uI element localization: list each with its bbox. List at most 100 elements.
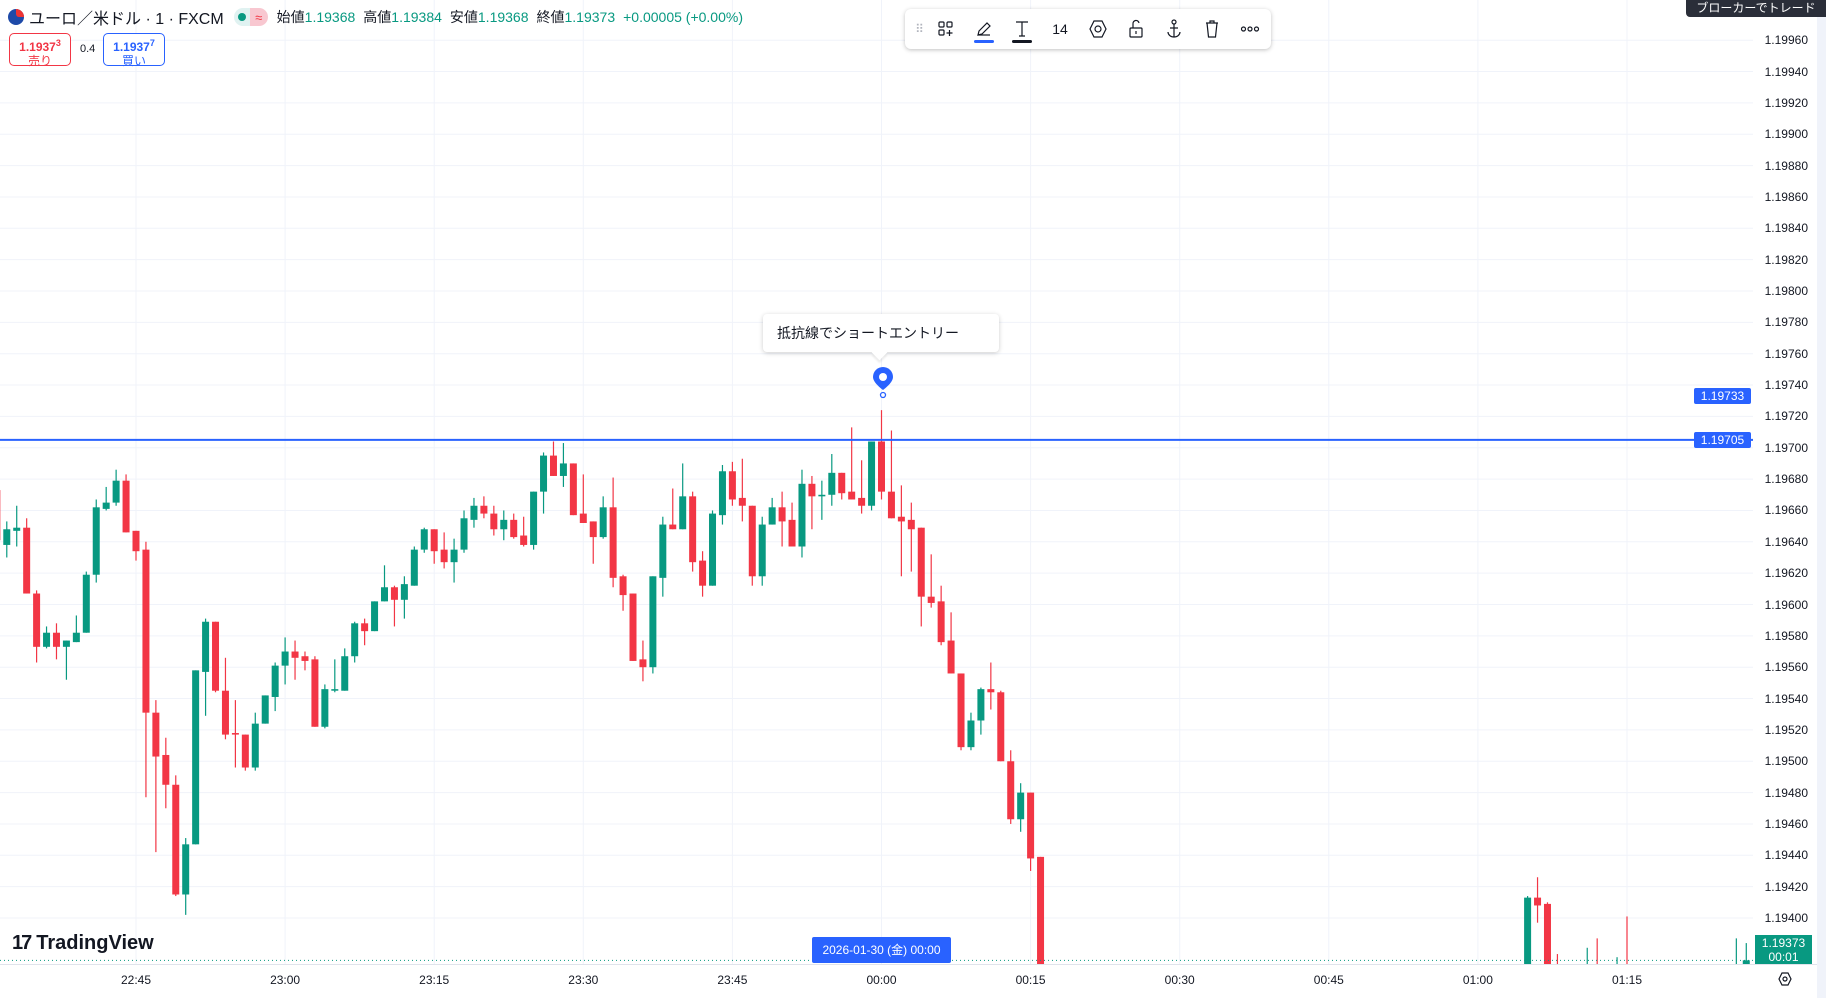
text-color-button[interactable] [1003,12,1041,46]
candle [679,463,686,529]
note-pin-icon[interactable] [872,366,894,400]
candle [331,659,338,692]
candle [649,576,656,673]
candle [958,673,965,750]
unlock-icon [1127,19,1145,39]
candle [659,517,666,597]
price-tick-label: 1.19840 [1758,221,1808,235]
candles [0,410,1750,964]
price-tick-label: 1.19880 [1758,159,1808,173]
candle [202,619,209,716]
buy-button[interactable]: 1.19377 買い [103,33,165,66]
candle-body [928,597,935,603]
candle-body [351,623,358,656]
candle-body [769,507,776,524]
candle [23,518,30,593]
candle-body [401,584,408,600]
time-crosshair-label: 2026-01-30 (金) 00:00 [812,937,951,963]
candle [550,441,557,475]
candle [431,529,438,563]
candle-body [212,622,219,691]
time-tick-label: 23:00 [270,973,300,987]
price-tick-label: 1.19700 [1758,441,1808,455]
pin-price-label: 1.19733 [1694,388,1751,404]
candle [192,670,199,844]
candle-body [142,550,149,713]
candle [630,594,637,661]
lock-button[interactable] [1117,12,1155,46]
candle-body [182,844,189,894]
template-button[interactable] [927,12,965,46]
candle [948,612,955,673]
candle [769,498,776,525]
eur-usd-flag-icon [8,9,24,25]
candle-body [252,724,259,768]
candle [242,735,249,771]
candle [798,470,805,558]
candle-body [1524,898,1531,964]
candle-body [1007,761,1014,819]
price-chart[interactable] [0,0,1753,964]
trade-with-broker-button[interactable]: ブローカーでトレード [1686,0,1826,17]
time-tick-label: 22:45 [121,973,151,987]
drag-handle-icon[interactable]: ⠿ [911,12,927,46]
tradingview-logo[interactable]: 17 TradingView [12,932,154,955]
candle-body [1544,904,1551,964]
candle-body [838,473,845,493]
candle [938,586,945,646]
candle [789,503,796,547]
candle [470,498,477,528]
candle [1037,857,1044,964]
candle-body [987,689,994,692]
candle [461,510,468,552]
candle-body [898,517,905,522]
right-scrollbar[interactable] [1817,17,1826,998]
sell-button[interactable]: 1.19373 売り [9,33,71,66]
candle-body [1017,793,1024,820]
symbol-title[interactable]: ユーロ／米ドル · 1 · FXCM [29,5,224,29]
spread: 0.4 [80,43,95,55]
font-size-button[interactable]: 14 [1041,12,1079,46]
candle [639,641,646,682]
candle [411,547,418,586]
more-button[interactable] [1231,12,1269,46]
candle-body [779,507,786,521]
candle-body [3,529,10,545]
candle [113,470,120,506]
candle-body [470,506,477,520]
grid [0,0,1753,964]
note-tooltip: 抵抗線でショートエントリー [763,314,999,352]
candle [520,517,527,547]
candle-body [272,666,279,697]
chart-settings-icon[interactable] [1778,972,1792,986]
candle-body [709,514,716,586]
candle-body [33,594,40,647]
candle-body [639,659,646,667]
candle [1584,948,1591,964]
time-tick-label: 00:15 [1016,973,1046,987]
candle-body [103,503,110,509]
candle [351,622,358,663]
candle [739,459,746,522]
line-color-button[interactable] [965,12,1003,46]
delete-button[interactable] [1193,12,1231,46]
candle-body [600,507,607,537]
candle [908,503,915,572]
anchor-button[interactable] [1155,12,1193,46]
candle [540,452,547,513]
candle [371,601,378,631]
candle [848,427,855,499]
price-tick-label: 1.19800 [1758,284,1808,298]
candle-body [620,576,627,595]
anchor-icon [1165,19,1183,39]
candle-body [202,622,209,672]
candle [620,575,627,611]
candle-body [411,550,418,586]
price-tick-label: 1.19860 [1758,190,1808,204]
candle-body [510,520,517,537]
candle-body [331,689,338,691]
settings-button[interactable] [1079,12,1117,46]
market-status[interactable]: ≈ [234,8,268,26]
candle-body [232,733,239,735]
